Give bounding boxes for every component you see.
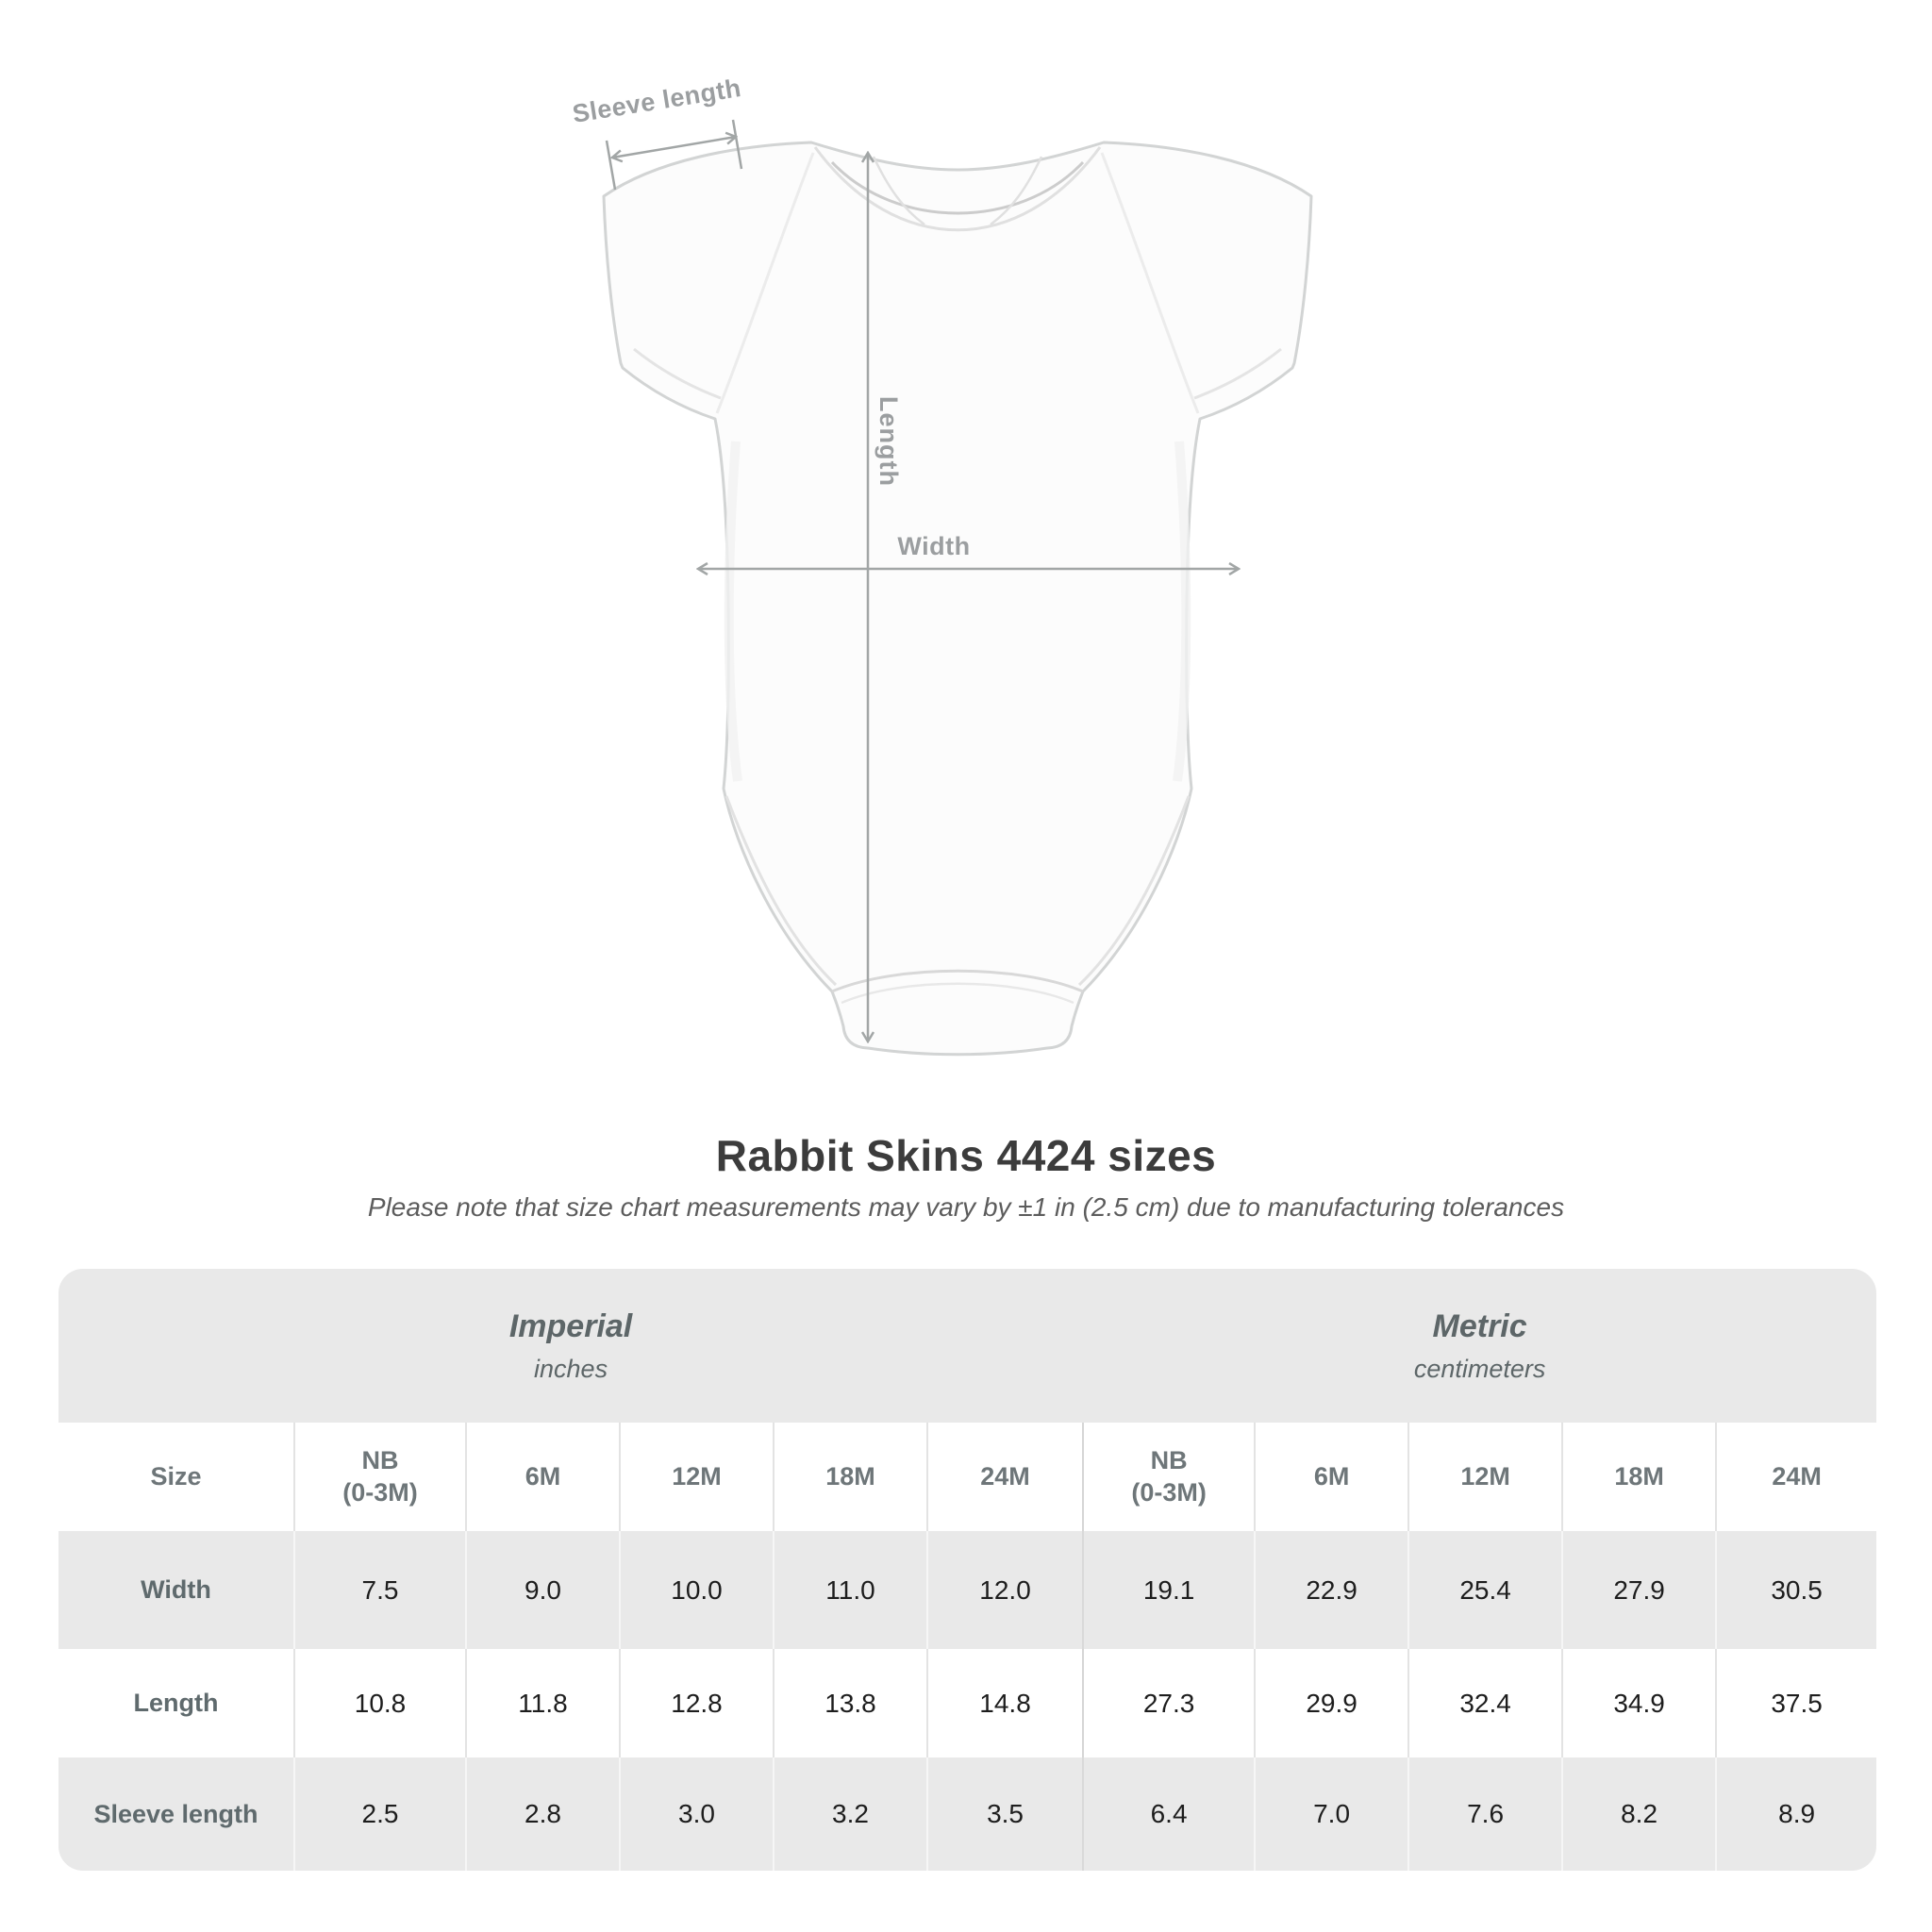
table-cell: 11.8 xyxy=(465,1649,620,1757)
width-label: Width xyxy=(897,532,971,560)
sleeve-arrow-endbar-right xyxy=(731,119,743,170)
table-cell: 30.5 xyxy=(1715,1531,1876,1649)
row-label: Length xyxy=(58,1649,294,1757)
column-header: NB (0-3M) xyxy=(293,1423,466,1531)
table-cell: 10.0 xyxy=(619,1531,774,1649)
column-header: 24M xyxy=(1715,1423,1876,1531)
table-cell: 7.0 xyxy=(1254,1757,1409,1871)
metric-unit: centimeters xyxy=(1413,1354,1546,1383)
table-row-length: Length 10.8 11.8 12.8 13.8 14.8 27.3 29.… xyxy=(58,1649,1876,1757)
table-cell: 11.0 xyxy=(773,1531,927,1649)
table-cell: 2.8 xyxy=(465,1757,620,1871)
table-cell: 3.5 xyxy=(925,1757,1084,1871)
flap-top-seam xyxy=(831,969,1084,993)
table-row-sleeve-length: Sleeve length 2.5 2.8 3.0 3.2 3.5 6.4 7.… xyxy=(58,1757,1876,1871)
table-cell: 9.0 xyxy=(465,1531,620,1649)
column-header: 18M xyxy=(773,1423,927,1531)
imperial-band: Imperial inches xyxy=(58,1269,1084,1423)
table-cell: 14.8 xyxy=(925,1649,1084,1757)
table-cell: 10.8 xyxy=(293,1649,466,1757)
column-header: 12M xyxy=(619,1423,774,1531)
table-cell: 27.9 xyxy=(1561,1531,1717,1649)
collar-overlap-right xyxy=(990,156,1043,226)
leg-binding-right xyxy=(1077,795,1191,987)
row-label: Width xyxy=(58,1531,294,1649)
collar-overlap-left xyxy=(872,156,925,226)
side-shade-right xyxy=(1173,441,1191,782)
column-header: 12M xyxy=(1407,1423,1563,1531)
table-cell: 8.9 xyxy=(1715,1757,1876,1871)
table-cell: 13.8 xyxy=(773,1649,927,1757)
length-label: Length xyxy=(874,396,903,487)
table-cell: 2.5 xyxy=(293,1757,466,1871)
sleeve-arrow-endbar-left xyxy=(605,140,617,191)
table-cell: 3.0 xyxy=(619,1757,774,1871)
garment-illustration: Sleeve length Length Width xyxy=(571,74,1932,1179)
sleeve-hem-left xyxy=(633,347,722,400)
unit-band-row: Imperial inches Metric centimeters xyxy=(58,1269,1876,1423)
column-header: 6M xyxy=(1254,1423,1409,1531)
size-table-container: Imperial inches Metric centimeters Size … xyxy=(58,1269,1876,1871)
table-cell: 19.1 xyxy=(1082,1531,1256,1649)
table-cell: 12.0 xyxy=(925,1531,1084,1649)
table-cell: 3.2 xyxy=(773,1757,927,1871)
armhole-seam-left xyxy=(715,152,815,414)
armhole-seam-right xyxy=(1100,152,1200,414)
column-header-size: Size xyxy=(58,1423,294,1531)
column-header-row: Size NB (0-3M) 6M 12M 18M 24M NB (0-3M) … xyxy=(58,1423,1876,1531)
tolerance-note: Please note that size chart measurements… xyxy=(367,1192,1565,1222)
table-cell: 22.9 xyxy=(1254,1531,1409,1649)
table-cell: 25.4 xyxy=(1407,1531,1563,1649)
table-cell: 6.4 xyxy=(1082,1757,1256,1871)
table-cell: 29.9 xyxy=(1254,1649,1409,1757)
column-header: NB (0-3M) xyxy=(1082,1423,1256,1531)
table-cell: 8.2 xyxy=(1561,1757,1717,1871)
column-header: 18M xyxy=(1561,1423,1717,1531)
collar-band-seam xyxy=(813,146,1102,232)
row-label: Sleeve length xyxy=(58,1757,294,1871)
page-title: Rabbit Skins 4424 sizes xyxy=(715,1131,1217,1180)
table-cell: 37.5 xyxy=(1715,1649,1876,1757)
table-cell: 34.9 xyxy=(1561,1649,1717,1757)
table-cell: 12.8 xyxy=(619,1649,774,1757)
neckline-inner xyxy=(830,160,1085,215)
column-header: 24M xyxy=(925,1423,1084,1531)
side-shade-left xyxy=(724,441,742,782)
table-cell: 27.3 xyxy=(1082,1649,1256,1757)
sleeve-hem-right xyxy=(1193,347,1282,400)
table-cell: 7.5 xyxy=(293,1531,466,1649)
sleeve-arrow xyxy=(612,137,736,158)
metric-band: Metric centimeters xyxy=(1083,1269,1876,1423)
leg-binding-left xyxy=(724,795,838,987)
dimension-arrows xyxy=(605,119,1932,1179)
metric-title: Metric xyxy=(1432,1307,1527,1344)
table-row-width: Width 7.5 9.0 10.0 11.0 12.0 19.1 22.9 2… xyxy=(58,1531,1876,1649)
size-chart-table: Imperial inches Metric centimeters Size … xyxy=(58,1269,1876,1871)
table-cell: 7.6 xyxy=(1407,1757,1563,1871)
table-cell: 32.4 xyxy=(1407,1649,1563,1757)
baby-bodysuit-image xyxy=(602,141,1313,1057)
column-header: 6M xyxy=(465,1423,620,1531)
imperial-unit: inches xyxy=(534,1354,608,1383)
imperial-title: Imperial xyxy=(508,1307,633,1344)
